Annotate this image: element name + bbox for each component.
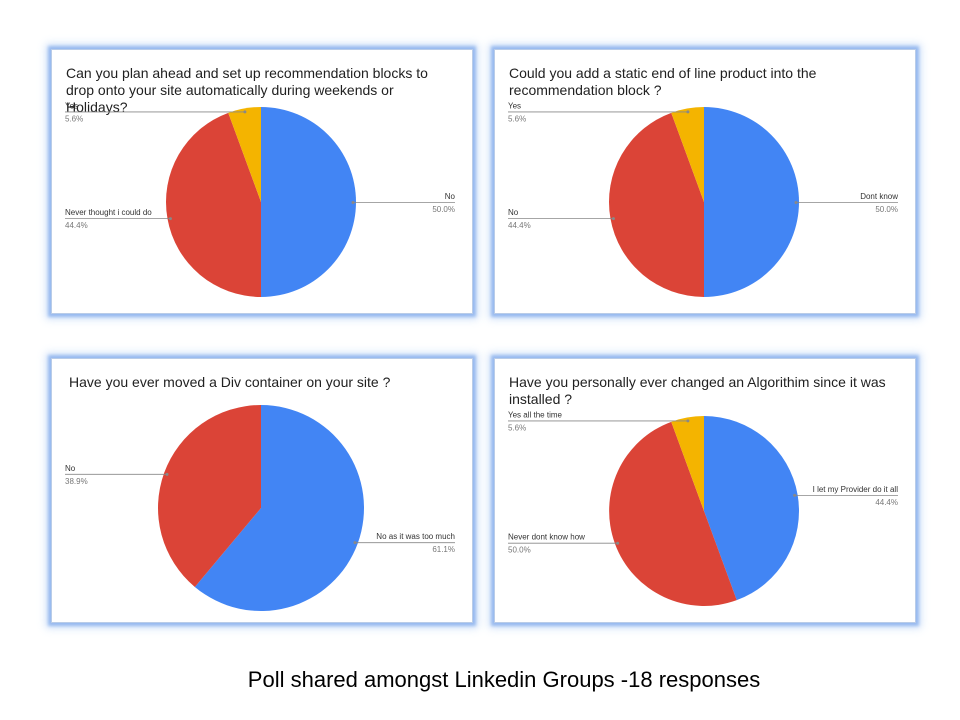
slice-name: I let my Provider do it all <box>813 485 899 494</box>
slice-percent: 50.0% <box>432 205 455 214</box>
leader-dot <box>243 110 247 114</box>
slice-name: Yes <box>508 101 521 110</box>
slice-label: Never thought i could do 44.4% <box>65 208 172 230</box>
slice-name: No <box>508 208 519 217</box>
pie-chart: Dont know 50.0% No 44.4% Yes 5.6% <box>508 101 898 297</box>
slice-label: Yes 5.6% <box>65 101 247 123</box>
chart-panel-3: Have you ever moved a Div container on y… <box>51 358 473 623</box>
pie-chart: No 50.0% Never thought i could do 44.4% Yes 5… <box>65 101 456 297</box>
leader-dot <box>616 541 620 545</box>
slice-name: Never dont know how <box>508 533 585 542</box>
leader-dot <box>165 472 169 476</box>
slice-percent: 5.6% <box>508 423 526 432</box>
slice-label: No 44.4% <box>508 208 615 230</box>
pie-slice <box>194 405 365 611</box>
pie-slice <box>261 107 356 297</box>
pie-slice <box>609 112 704 297</box>
slice-label: No as it was too much 61.1% <box>353 532 455 554</box>
caption: Poll shared amongst Linkedin Groups -18 … <box>247 667 761 692</box>
pie-chart: I let my Provider do it all 44.4% Never do… <box>508 410 898 606</box>
chart-title: Could you add a static end of line produ… <box>509 65 817 98</box>
slice-name: Never thought i could do <box>65 208 152 217</box>
pie-slice <box>704 107 799 297</box>
slice-name: Yes all the time <box>508 410 563 419</box>
pie-slice <box>704 416 799 601</box>
slice-name: Yes <box>65 101 78 110</box>
slice-percent: 44.4% <box>875 498 898 507</box>
pie-slice <box>609 421 737 606</box>
slice-percent: 38.9% <box>65 477 88 486</box>
pie-slice <box>228 107 261 202</box>
slice-name: No <box>65 464 76 473</box>
slice-percent: 44.4% <box>65 221 88 230</box>
leader-dot <box>686 419 690 423</box>
pie-slice <box>671 107 704 202</box>
slice-label: Yes all the time 5.6% <box>508 410 690 432</box>
leader-dot <box>353 541 357 545</box>
chart-panel-1: Can you plan ahead and set up recommenda… <box>51 49 473 314</box>
chart-title: Have you ever moved a Div container on y… <box>69 374 391 390</box>
leader-dot <box>611 217 615 221</box>
slice-percent: 5.6% <box>65 114 83 123</box>
leader-dot <box>168 217 172 221</box>
chart-title: Can you plan ahead and set up recommenda… <box>66 65 428 115</box>
pie-slice <box>158 405 261 587</box>
slice-name: No as it was too much <box>376 532 455 541</box>
slice-percent: 50.0% <box>508 546 531 555</box>
chart-panel-2: Could you add a static end of line produ… <box>494 49 916 314</box>
leader-dot <box>794 201 798 204</box>
leader-dot <box>686 110 690 114</box>
pie-slice <box>671 416 704 511</box>
chart-panel-4: Have you personally ever changed an Algo… <box>494 358 916 623</box>
slice-label: No 38.9% <box>65 464 169 486</box>
slice-label: I let my Provider do it all 44.4% <box>793 485 898 507</box>
pie-slice <box>166 112 261 297</box>
pie-chart: No as it was too much 61.1% No 38.9% <box>65 405 455 611</box>
slice-label: Never dont know how 50.0% <box>508 533 620 555</box>
slice-label: Yes 5.6% <box>508 101 690 123</box>
leader-dot <box>793 493 797 497</box>
chart-title: Have you personally ever changed an Algo… <box>509 374 886 407</box>
slice-percent: 5.6% <box>508 114 526 123</box>
slice-name: No <box>445 192 456 201</box>
slice-label: Dont know 50.0% <box>794 192 898 214</box>
slice-name: Dont know <box>860 192 898 201</box>
slice-percent: 61.1% <box>432 545 455 554</box>
slice-percent: 44.4% <box>508 221 531 230</box>
slice-label: No 50.0% <box>351 192 456 214</box>
leader-dot <box>351 201 355 204</box>
slice-percent: 50.0% <box>875 205 898 214</box>
